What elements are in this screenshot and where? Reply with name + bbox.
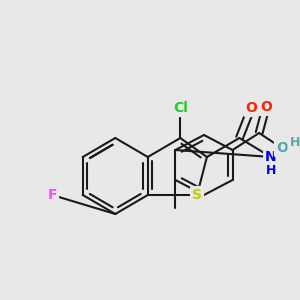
Text: H: H (290, 136, 300, 149)
Text: N: N (265, 150, 277, 164)
Text: O: O (245, 101, 257, 115)
Text: O: O (260, 100, 272, 114)
Text: O: O (276, 141, 288, 155)
Text: F: F (47, 188, 57, 202)
Text: H: H (266, 164, 276, 178)
Text: S: S (192, 188, 202, 202)
Text: Cl: Cl (173, 101, 188, 115)
